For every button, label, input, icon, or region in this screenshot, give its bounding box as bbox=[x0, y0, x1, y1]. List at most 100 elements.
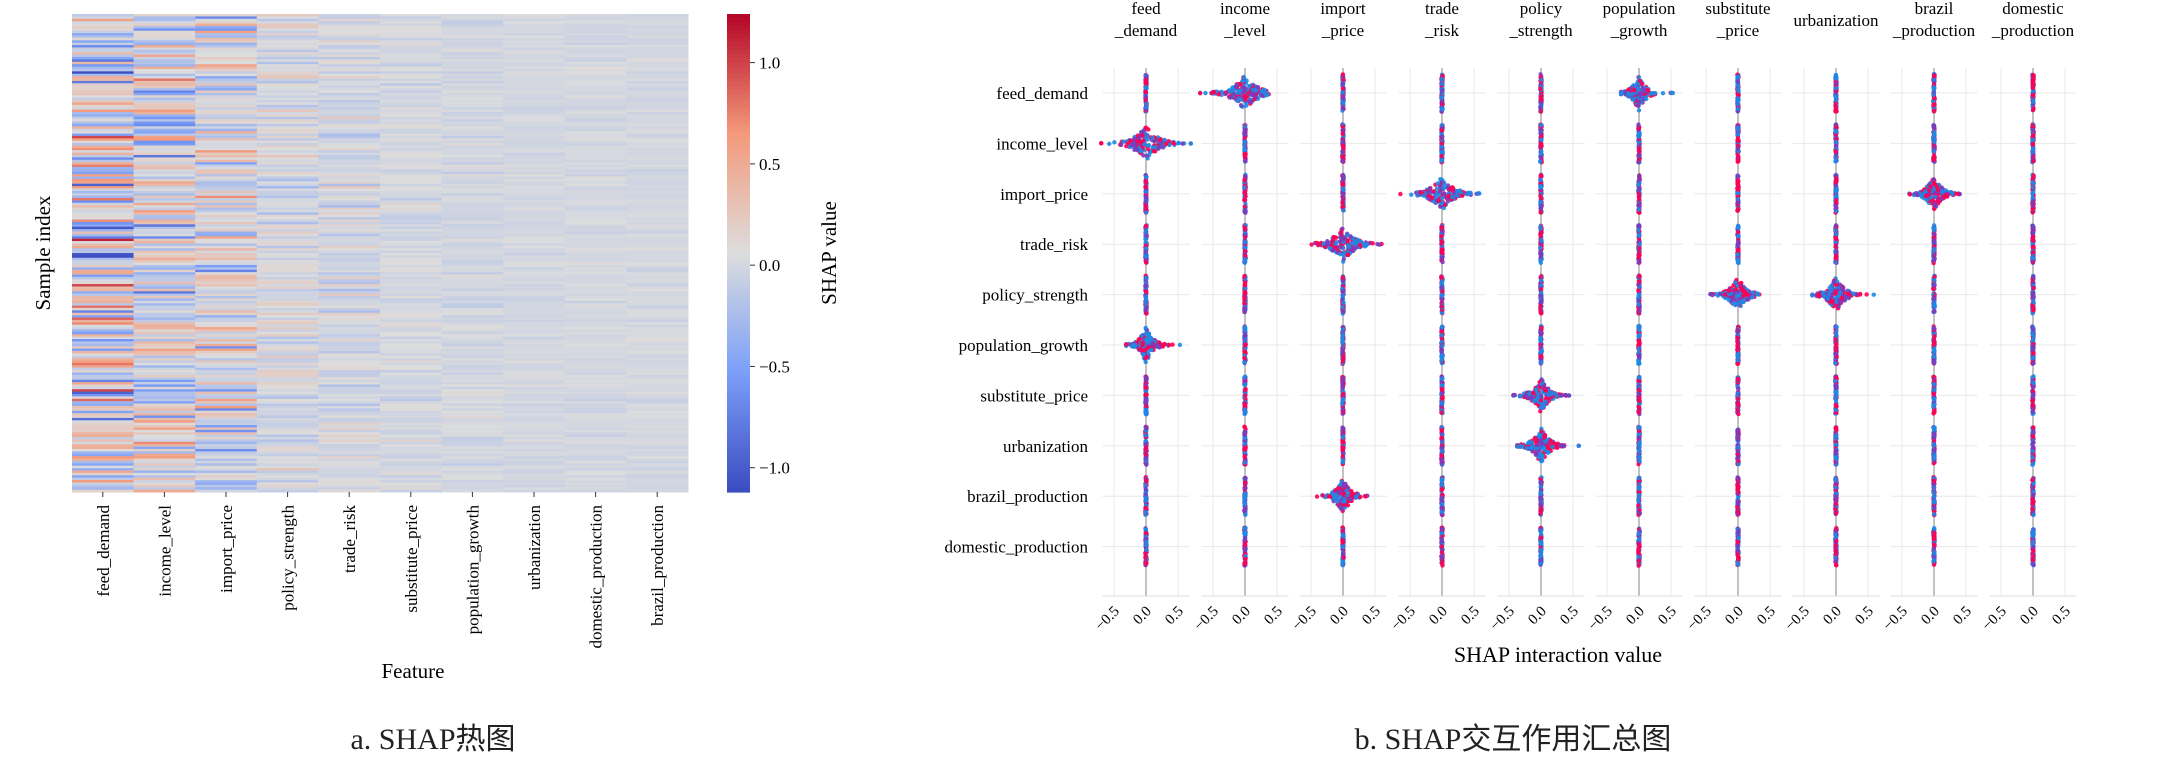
heatmap-cell bbox=[256, 377, 319, 381]
heatmap-cell bbox=[318, 396, 381, 400]
heatmap-cell bbox=[256, 107, 319, 111]
heatmap-cell bbox=[318, 422, 381, 426]
heatmap-cell bbox=[72, 178, 135, 182]
interaction-point bbox=[1263, 90, 1269, 95]
heatmap-cell bbox=[318, 386, 381, 390]
heatmap-cell bbox=[318, 319, 381, 323]
heatmap-cell bbox=[318, 90, 381, 94]
heatmap-cell bbox=[318, 159, 381, 163]
heatmap-cell bbox=[626, 432, 689, 436]
heatmap-cell bbox=[256, 214, 319, 218]
heatmap-cell bbox=[72, 188, 135, 192]
heatmap-cell bbox=[380, 362, 443, 366]
heatmap-cell bbox=[133, 188, 196, 192]
heatmap-cell bbox=[318, 358, 381, 362]
colorbar-segment bbox=[727, 25, 750, 31]
heatmap-cell bbox=[318, 145, 381, 149]
heatmap-cell bbox=[318, 233, 381, 237]
heatmap-cell bbox=[133, 150, 196, 154]
heatmap-cell bbox=[380, 152, 443, 156]
heatmap-cell bbox=[503, 133, 566, 137]
interaction-point bbox=[1132, 143, 1138, 149]
heatmap-cell bbox=[72, 489, 135, 493]
heatmap-cell bbox=[195, 195, 258, 199]
heatmap-cell bbox=[626, 281, 689, 285]
heatmap-cell bbox=[564, 107, 627, 111]
interaction-point bbox=[1143, 530, 1148, 536]
heatmap-cell bbox=[564, 396, 627, 400]
heatmap-cell bbox=[256, 276, 319, 280]
heatmap-cell bbox=[256, 458, 319, 462]
interaction-point bbox=[1243, 208, 1248, 214]
interaction-point bbox=[1244, 78, 1249, 83]
heatmap-cell bbox=[318, 284, 381, 287]
heatmap-cell bbox=[318, 30, 381, 34]
heatmap-cell bbox=[256, 138, 319, 142]
heatmap-cell bbox=[564, 405, 627, 409]
heatmap-cell bbox=[380, 434, 443, 438]
heatmap-cell bbox=[195, 444, 258, 448]
feature-tick-label: substitute_price bbox=[402, 505, 421, 613]
heatmap-cell bbox=[441, 200, 504, 204]
heatmap-cell bbox=[195, 437, 258, 440]
heatmap-cell bbox=[133, 324, 196, 328]
heatmap-cell bbox=[72, 312, 135, 316]
heatmap-cell bbox=[72, 143, 135, 146]
heatmap-cell bbox=[626, 480, 689, 483]
heatmap-cell bbox=[256, 389, 319, 393]
heatmap-cell bbox=[503, 183, 566, 187]
colorbar-segment bbox=[727, 14, 750, 19]
interaction-point bbox=[1341, 144, 1346, 149]
heatmap-cell bbox=[133, 360, 196, 364]
heatmap-cell bbox=[564, 276, 627, 280]
colorbar-segment bbox=[727, 452, 750, 457]
heatmap-cell bbox=[256, 123, 319, 127]
heatmap-cell bbox=[256, 45, 319, 48]
heatmap-cell bbox=[256, 224, 319, 228]
heatmap-cell bbox=[564, 195, 627, 199]
heatmap-cell bbox=[626, 422, 689, 426]
colorbar-segment bbox=[727, 113, 750, 119]
heatmap-cell bbox=[626, 334, 689, 338]
heatmap-cell bbox=[503, 217, 566, 221]
heatmap-cell bbox=[318, 477, 381, 481]
heatmap-cell bbox=[195, 21, 258, 25]
heatmap-cell bbox=[133, 446, 196, 450]
interaction-point bbox=[1363, 494, 1368, 499]
heatmap-cell bbox=[441, 391, 504, 395]
interaction-panel-feed_demand: feed_demand−0.5 0.0 0.5 bbox=[1092, 0, 1194, 634]
colorbar-segment bbox=[727, 225, 750, 230]
interaction-point bbox=[1357, 242, 1363, 248]
heatmap-cell bbox=[380, 214, 443, 218]
colorbar-segment bbox=[727, 424, 750, 429]
heatmap-cell bbox=[626, 439, 689, 443]
interaction-point bbox=[1341, 391, 1346, 397]
heatmap-cell bbox=[441, 23, 504, 27]
heatmap-cell bbox=[195, 255, 258, 259]
heatmap-cell bbox=[195, 334, 258, 338]
heatmap-cell bbox=[72, 463, 135, 467]
heatmap-cell bbox=[564, 28, 627, 32]
interaction-point bbox=[1358, 494, 1363, 500]
heatmap-cell bbox=[318, 472, 381, 476]
heatmap-cell bbox=[441, 83, 504, 87]
heatmap-cell bbox=[256, 205, 319, 209]
heatmap-cell bbox=[380, 274, 443, 278]
heatmap-cell bbox=[318, 109, 381, 113]
heatmap-cell bbox=[564, 370, 627, 373]
heatmap-cell bbox=[441, 374, 504, 378]
heatmap-cell bbox=[133, 195, 196, 199]
interaction-point bbox=[1144, 462, 1149, 467]
heatmap-cell bbox=[318, 45, 381, 48]
heatmap-cell bbox=[380, 140, 443, 144]
heatmap-cell bbox=[133, 171, 196, 175]
interaction-point bbox=[1242, 375, 1247, 380]
heatmap-cell bbox=[626, 487, 689, 491]
heatmap-cell bbox=[133, 155, 196, 158]
heatmap-cell bbox=[380, 401, 443, 405]
heatmap-cell bbox=[133, 128, 196, 132]
heatmap-cell bbox=[564, 47, 627, 51]
heatmap-cell bbox=[195, 202, 258, 206]
heatmap-cell bbox=[441, 413, 504, 417]
heatmap-cell bbox=[503, 305, 566, 309]
